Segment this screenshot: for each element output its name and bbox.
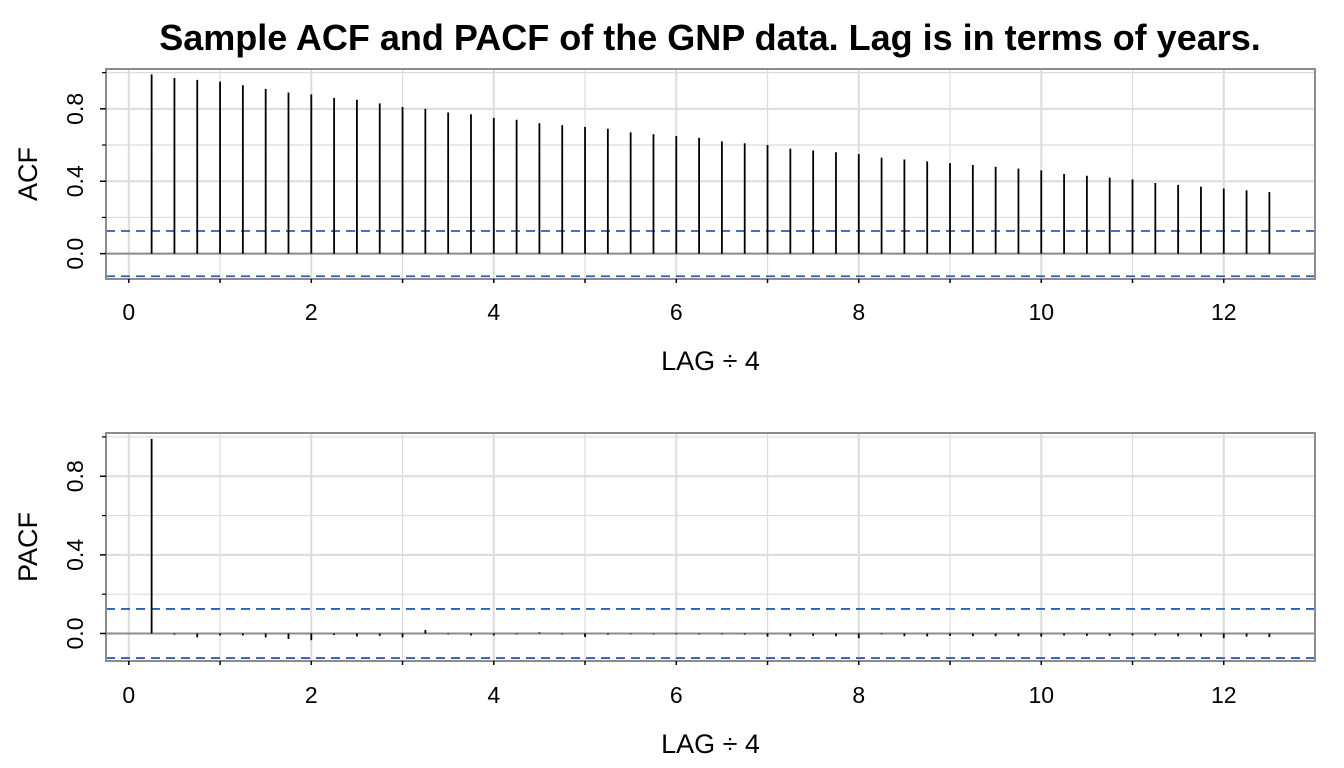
acf-x-tick-label: 8 [852, 299, 865, 325]
acf-y-tick-label: 0.8 [62, 93, 88, 125]
pacf-y-tick-label: 0.8 [62, 460, 88, 492]
pacf-y-tick-label: 0.0 [62, 617, 88, 649]
acf-y-tick-label: 0.4 [62, 165, 88, 197]
pacf-frame [105, 432, 1316, 662]
acf-x-tick-label: 6 [670, 299, 683, 325]
pacf-ticks: 0 2 4 6 8 10 12 0.0 0.4 0.8 [62, 436, 1237, 708]
acf-y-axis-label: ACF [13, 147, 43, 201]
acf-ticks: 0 2 4 6 8 10 12 0.0 0.4 0.8 [62, 72, 1237, 325]
pacf-x-tick-label: 12 [1211, 682, 1237, 708]
pacf-x-tick-label: 0 [122, 682, 135, 708]
pacf-panel: 0 2 4 6 8 10 12 0.0 0.4 0.8 PACF LAG ÷ 4 [13, 432, 1316, 759]
chart-title: Sample ACF and PACF of the GNP data. Lag… [159, 17, 1261, 58]
pacf-x-tick-label: 4 [487, 682, 500, 708]
acf-x-tick-label: 4 [487, 299, 500, 325]
acf-x-tick-label: 12 [1211, 299, 1237, 325]
pacf-grid [106, 433, 1315, 661]
pacf-x-tick-label: 2 [305, 682, 318, 708]
acf-panel: 0 2 4 6 8 10 12 0.0 0.4 0.8 ACF LAG ÷ 4 [13, 68, 1316, 376]
acf-x-axis-label: LAG ÷ 4 [661, 346, 760, 376]
pacf-x-tick-label: 10 [1028, 682, 1054, 708]
pacf-x-tick-label: 6 [670, 682, 683, 708]
acf-y-tick-label: 0.0 [62, 238, 88, 270]
acf-x-tick-label: 10 [1028, 299, 1054, 325]
acf-bars [150, 74, 1271, 254]
pacf-confidence-bands [106, 608, 1315, 659]
acf-x-tick-label: 0 [122, 299, 135, 325]
pacf-y-tick-label: 0.4 [62, 539, 88, 571]
pacf-x-tick-label: 8 [852, 682, 865, 708]
pacf-x-axis-label: LAG ÷ 4 [661, 729, 760, 759]
acf-plot-frame [105, 68, 1316, 280]
acf-confidence-bands [106, 230, 1315, 278]
acf-frame [105, 68, 1316, 280]
pacf-bars [150, 438, 1271, 641]
pacf-y-axis-label: PACF [13, 512, 43, 582]
acf-x-tick-label: 2 [305, 299, 318, 325]
acf-grid [106, 69, 1315, 279]
pacf-plot-frame [105, 432, 1316, 662]
